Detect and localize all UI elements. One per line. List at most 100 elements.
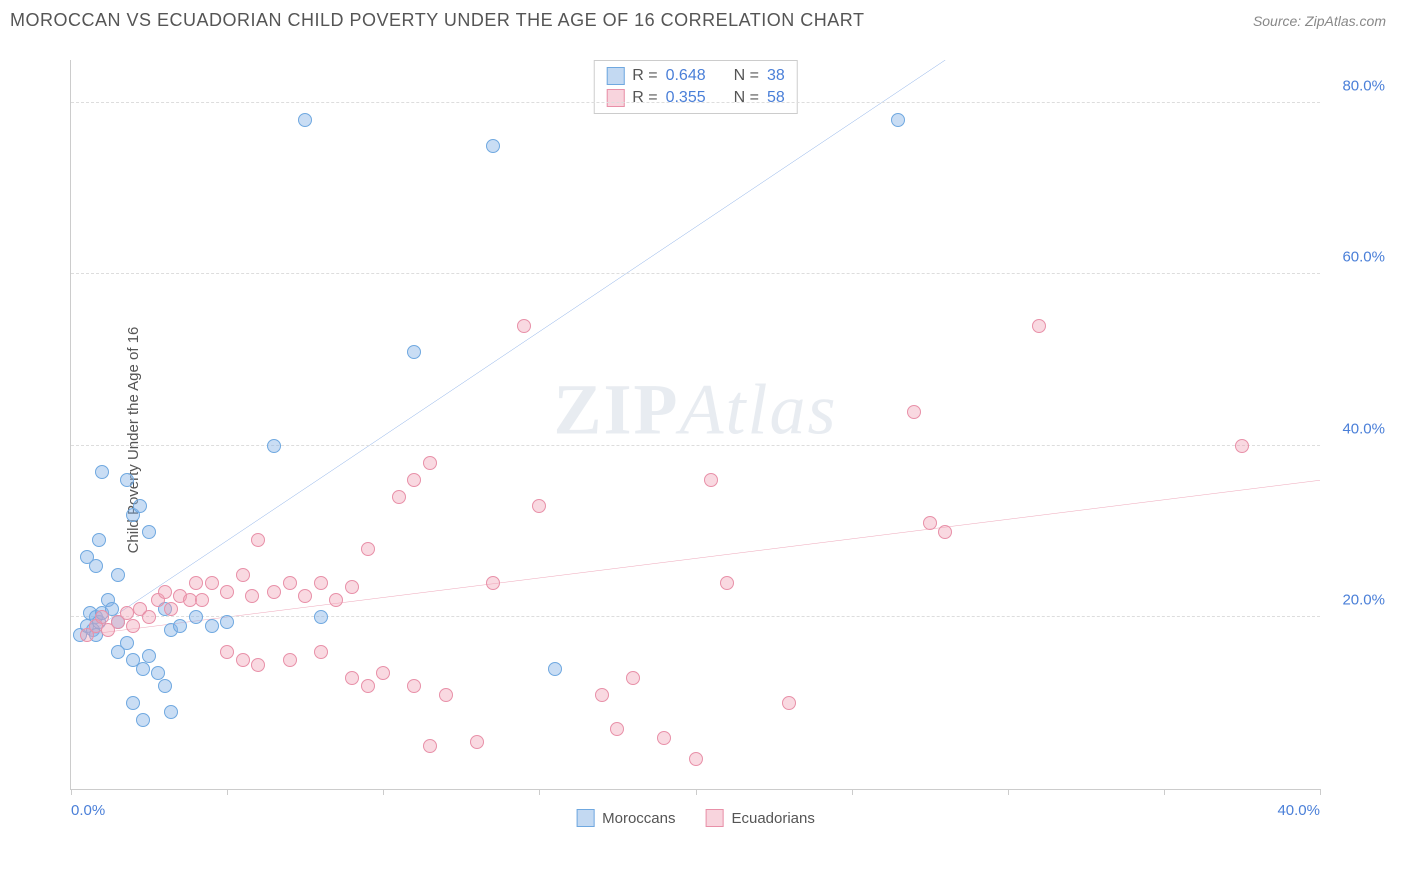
legend-item-s2: Ecuadorians	[705, 809, 814, 827]
data-point	[517, 319, 531, 333]
data-point	[345, 671, 359, 685]
data-point	[142, 610, 156, 624]
y-tick-label: 60.0%	[1342, 249, 1385, 266]
r-value-s1: 0.648	[666, 67, 706, 85]
data-point	[142, 649, 156, 663]
data-point	[720, 576, 734, 590]
source-attribution: Source: ZipAtlas.com	[1253, 13, 1386, 29]
data-point	[236, 568, 250, 582]
data-point	[220, 645, 234, 659]
watermark-bold: ZIP	[553, 369, 679, 449]
data-point	[361, 542, 375, 556]
correlation-legend: R = 0.648 N = 38 R = 0.355 N = 58	[593, 60, 798, 114]
swatch-series1	[606, 67, 624, 85]
data-point	[407, 473, 421, 487]
swatch-series2	[606, 89, 624, 107]
n-label-s1: N =	[734, 67, 759, 85]
data-point	[267, 439, 281, 453]
data-point	[245, 589, 259, 603]
chart-title: MOROCCAN VS ECUADORIAN CHILD POVERTY UND…	[10, 10, 864, 31]
data-point	[423, 456, 437, 470]
data-point	[164, 705, 178, 719]
data-point	[486, 139, 500, 153]
data-point	[158, 585, 172, 599]
data-point	[891, 113, 905, 127]
x-tick	[1008, 789, 1009, 795]
data-point	[236, 653, 250, 667]
data-point	[89, 559, 103, 573]
x-tick-label: 40.0%	[1277, 802, 1320, 819]
data-point	[314, 576, 328, 590]
x-tick	[852, 789, 853, 795]
r-value-s2: 0.355	[666, 89, 706, 107]
data-point	[470, 735, 484, 749]
series-legend: Moroccans Ecuadorians	[576, 809, 815, 827]
watermark-italic: Atlas	[680, 369, 838, 449]
n-value-s2: 58	[767, 89, 785, 107]
y-tick-label: 40.0%	[1342, 420, 1385, 437]
source-label: Source:	[1253, 13, 1305, 29]
data-point	[1235, 439, 1249, 453]
data-point	[689, 752, 703, 766]
data-point	[486, 576, 500, 590]
data-point	[189, 610, 203, 624]
data-point	[532, 499, 546, 513]
data-point	[205, 576, 219, 590]
data-point	[136, 713, 150, 727]
data-point	[314, 645, 328, 659]
data-point	[298, 589, 312, 603]
data-point	[345, 580, 359, 594]
data-point	[938, 525, 952, 539]
data-point	[439, 688, 453, 702]
data-point	[610, 722, 624, 736]
data-point	[657, 731, 671, 745]
n-value-s1: 38	[767, 67, 785, 85]
data-point	[314, 610, 328, 624]
data-point	[195, 593, 209, 607]
data-point	[407, 679, 421, 693]
chart-container: Child Poverty Under the Age of 16 ZIPAtl…	[50, 50, 1390, 830]
data-point	[220, 585, 234, 599]
data-point	[136, 662, 150, 676]
data-point	[142, 525, 156, 539]
legend-label-s2: Ecuadorians	[731, 810, 814, 827]
data-point	[298, 113, 312, 127]
x-tick	[1164, 789, 1165, 795]
data-point	[329, 593, 343, 607]
x-tick	[227, 789, 228, 795]
gridline	[71, 102, 1320, 103]
data-point	[251, 533, 265, 547]
data-point	[907, 405, 921, 419]
data-point	[782, 696, 796, 710]
data-point	[120, 473, 134, 487]
data-point	[126, 696, 140, 710]
data-point	[392, 490, 406, 504]
data-point	[111, 568, 125, 582]
data-point	[423, 739, 437, 753]
legend-row-series1: R = 0.648 N = 38	[606, 65, 785, 87]
data-point	[92, 533, 106, 547]
watermark: ZIPAtlas	[553, 368, 837, 451]
data-point	[189, 576, 203, 590]
data-point	[1032, 319, 1046, 333]
gridline	[71, 273, 1320, 274]
x-tick	[1320, 789, 1321, 795]
data-point	[626, 671, 640, 685]
data-point	[283, 653, 297, 667]
r-label-s2: R =	[632, 89, 657, 107]
data-point	[923, 516, 937, 530]
trend-line	[87, 480, 1320, 634]
trend-lines-svg	[71, 60, 1320, 789]
data-point	[267, 585, 281, 599]
legend-item-s1: Moroccans	[576, 809, 675, 827]
x-tick-label: 0.0%	[71, 802, 105, 819]
data-point	[173, 619, 187, 633]
data-point	[595, 688, 609, 702]
data-point	[126, 619, 140, 633]
legend-row-series2: R = 0.355 N = 58	[606, 87, 785, 109]
data-point	[95, 465, 109, 479]
legend-swatch-s2	[705, 809, 723, 827]
data-point	[283, 576, 297, 590]
data-point	[158, 679, 172, 693]
data-point	[548, 662, 562, 676]
